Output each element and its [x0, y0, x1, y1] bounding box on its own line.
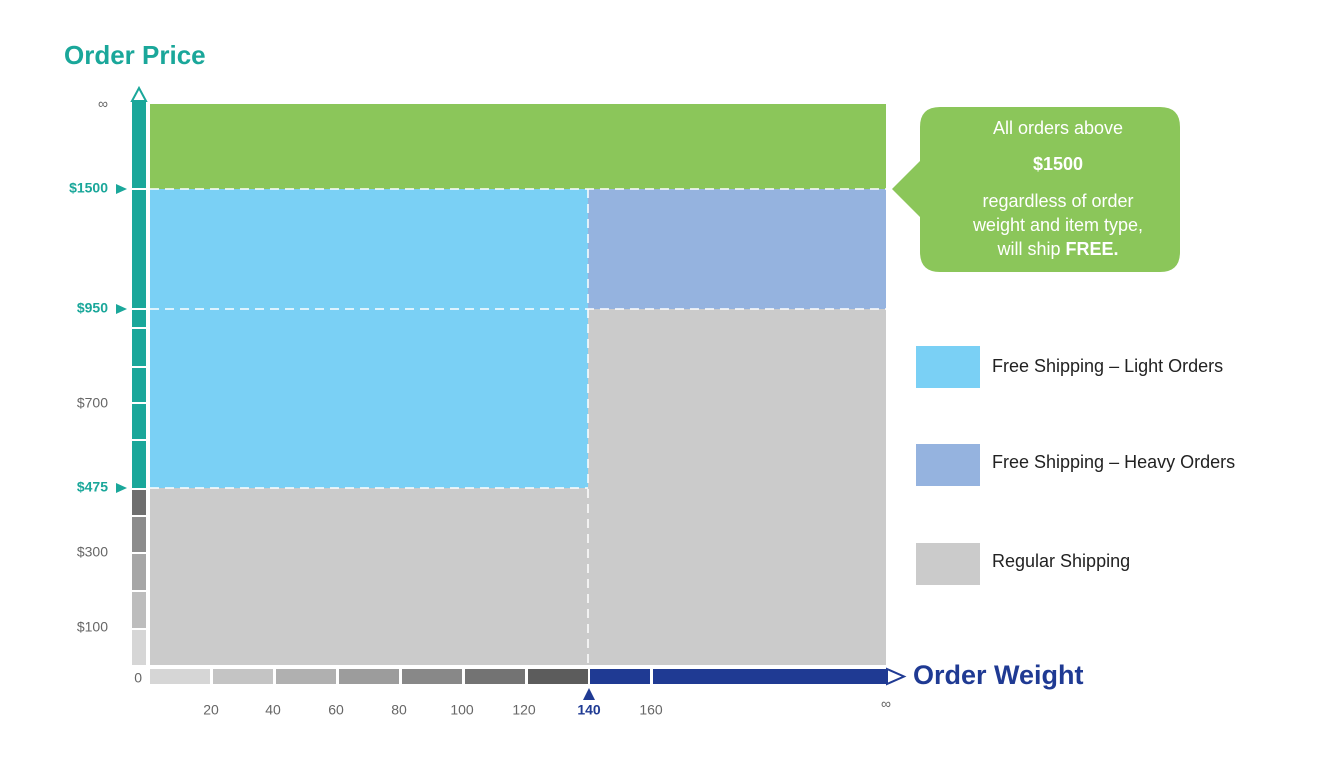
y-tick-label: $300 [77, 544, 108, 560]
y-bar [132, 100, 146, 488]
region-regular [588, 309, 886, 665]
y-tick-label: $475 [77, 479, 108, 495]
x-axis-title: Order Weight [913, 660, 1084, 690]
x-seg [465, 669, 525, 684]
x-seg [590, 669, 650, 684]
x-tick-label: ∞ [881, 696, 891, 712]
region-free-all [150, 104, 886, 189]
y-tick-label: ∞ [98, 96, 108, 112]
x-seg [653, 669, 886, 684]
x-seg [213, 669, 273, 684]
y-seg [132, 490, 146, 515]
y-seg [132, 592, 146, 628]
tick-pointer [116, 483, 127, 493]
region-heavy [588, 189, 886, 309]
callout-text: regardless of order [982, 191, 1133, 211]
y-arrow [130, 85, 148, 102]
origin-label: 0 [134, 670, 142, 686]
callout-text: All orders above [993, 118, 1123, 138]
callout-text: weight and item type, [972, 215, 1143, 235]
region-regular [150, 488, 588, 665]
regions [150, 104, 886, 665]
legend-label: Free Shipping – Heavy Orders [992, 452, 1235, 472]
y-seg [132, 517, 146, 552]
legend-label: Regular Shipping [992, 551, 1130, 571]
y-axis-title: Order Price [64, 40, 206, 70]
y-tick-label: $700 [77, 395, 108, 411]
x-tick-label: 80 [391, 702, 407, 718]
legend-swatch [916, 444, 980, 486]
x-seg [528, 669, 588, 684]
x-seg [402, 669, 462, 684]
y-dividers [132, 188, 146, 441]
tick-pointer [116, 304, 127, 314]
callout-bold: FREE. [1066, 239, 1119, 259]
x-seg [150, 669, 210, 684]
y-axis: ∞ $1500 $950 $700 $475 $300 $100 0 [69, 85, 148, 686]
y-seg [132, 630, 146, 665]
tick-pointer [116, 184, 127, 194]
legend-swatch [916, 543, 980, 585]
x-seg [276, 669, 336, 684]
x-tick-label: 100 [450, 702, 474, 718]
tick-pointer [583, 688, 595, 700]
x-tick-label: 120 [512, 702, 536, 718]
x-tick-label: 140 [577, 702, 601, 718]
x-tick-label: 60 [328, 702, 344, 718]
y-tick-label: $950 [77, 300, 108, 316]
region-light [150, 189, 588, 488]
x-tick-label: 20 [203, 702, 219, 718]
x-tick-label: 40 [265, 702, 281, 718]
x-tick-label: 160 [639, 702, 663, 718]
y-seg [132, 554, 146, 590]
legend-label: Free Shipping – Light Orders [992, 356, 1223, 376]
legend-swatch [916, 346, 980, 388]
x-axis: Order Weight 20 40 60 80 100 120 140 160… [150, 660, 1084, 718]
y-tick-label: $1500 [69, 180, 108, 196]
callout-text: will ship FREE. [996, 239, 1118, 259]
x-arrow [886, 667, 907, 686]
legend: Free Shipping – Light Orders Free Shippi… [916, 346, 1235, 585]
callout-box [892, 107, 1180, 272]
callout: All orders above $1500 regardless of ord… [892, 107, 1180, 272]
callout-amount: $1500 [1033, 154, 1083, 174]
callout-text: will ship [996, 239, 1060, 259]
x-seg [339, 669, 399, 684]
y-tick-label: $100 [77, 619, 108, 635]
